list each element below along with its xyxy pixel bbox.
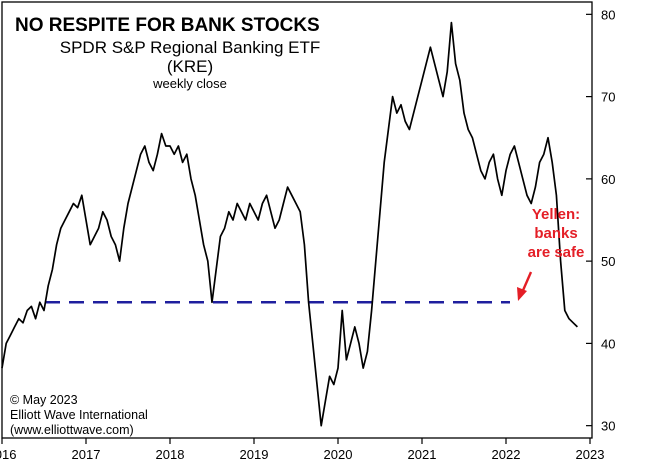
chart-ticker: (KRE) xyxy=(167,57,213,76)
annotation-line-2: banks xyxy=(534,225,577,242)
plot-frame xyxy=(1,1,593,439)
credit-publisher: Elliott Wave International xyxy=(10,408,148,422)
chart-frequency: weekly close xyxy=(152,76,227,91)
x-tick-label: 2016 xyxy=(0,447,16,462)
x-tick-label: 2023 xyxy=(576,447,605,462)
x-tick-label: 2021 xyxy=(408,447,437,462)
annotation-arrow-head xyxy=(517,287,527,301)
x-axis: 2016 2017 2018 2019 2020 2021 2022 2023 xyxy=(0,438,604,462)
credit-website: (www.elliottwave.com) xyxy=(10,423,134,437)
price-line xyxy=(1,21,578,427)
x-tick-label: 2017 xyxy=(72,447,101,462)
y-tick-label: 80 xyxy=(601,7,615,22)
chart-title: NO RESPITE FOR BANK STOCKS xyxy=(15,15,320,36)
y-tick-label: 70 xyxy=(601,90,615,105)
y-tick-label: 40 xyxy=(601,336,615,351)
x-tick-label: 2019 xyxy=(240,447,269,462)
chart-subtitle: SPDR S&P Regional Banking ETF xyxy=(60,38,320,57)
y-tick-label: 30 xyxy=(601,419,615,434)
y-tick-label: 60 xyxy=(601,172,615,187)
annotation-line-3: are safe xyxy=(528,244,585,261)
annotation-line-1: Yellen: xyxy=(532,206,580,223)
x-tick-label: 2020 xyxy=(324,447,353,462)
y-axis: 30 40 50 60 70 80 xyxy=(586,7,615,434)
credit-date: © May 2023 xyxy=(10,393,78,407)
x-tick-label: 2022 xyxy=(492,447,521,462)
x-tick-label: 2018 xyxy=(156,447,185,462)
y-tick-label: 50 xyxy=(601,254,615,269)
yellen-annotation: Yellen: banks are safe xyxy=(517,206,584,301)
